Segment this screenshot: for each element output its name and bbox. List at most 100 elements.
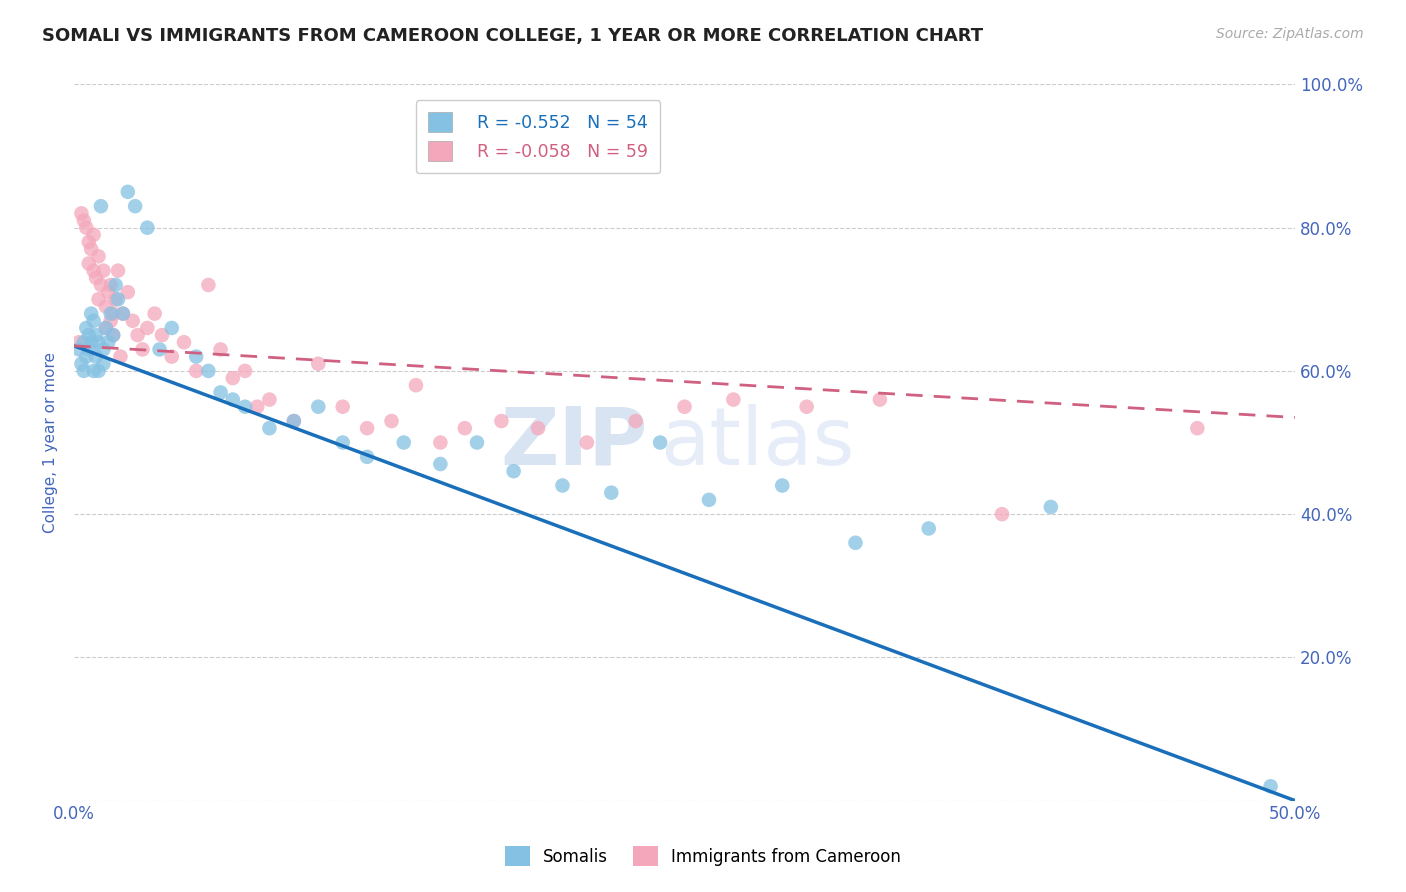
Point xyxy=(770,478,793,492)
Point xyxy=(83,314,105,328)
Point xyxy=(121,314,143,328)
Point xyxy=(80,335,103,350)
Point xyxy=(332,400,354,414)
Point xyxy=(209,343,232,357)
Point xyxy=(1039,500,1062,514)
Point xyxy=(136,321,159,335)
Point xyxy=(77,343,100,357)
Point xyxy=(104,277,127,292)
Point xyxy=(307,400,329,414)
Point xyxy=(465,435,488,450)
Point xyxy=(173,335,195,350)
Text: ZIP: ZIP xyxy=(501,403,648,482)
Point xyxy=(87,335,110,350)
Point xyxy=(75,350,97,364)
Point xyxy=(197,277,219,292)
Legend: Somalis, Immigrants from Cameroon: Somalis, Immigrants from Cameroon xyxy=(496,838,910,875)
Point xyxy=(111,307,134,321)
Point xyxy=(307,357,329,371)
Point xyxy=(454,421,477,435)
Point xyxy=(380,414,402,428)
Point xyxy=(502,464,524,478)
Point xyxy=(283,414,305,428)
Point xyxy=(73,335,96,350)
Point xyxy=(160,321,183,335)
Point xyxy=(90,277,112,292)
Point xyxy=(356,450,378,464)
Point xyxy=(429,435,451,450)
Point xyxy=(429,457,451,471)
Point xyxy=(110,350,132,364)
Point xyxy=(259,392,281,407)
Point xyxy=(650,435,672,450)
Point xyxy=(75,321,97,335)
Point xyxy=(246,400,269,414)
Point xyxy=(90,199,112,213)
Point xyxy=(80,242,103,256)
Point xyxy=(283,414,305,428)
Point xyxy=(723,392,745,407)
Point xyxy=(405,378,427,392)
Point xyxy=(1260,779,1282,793)
Point xyxy=(84,270,107,285)
Point xyxy=(77,235,100,249)
Point xyxy=(624,414,647,428)
Point xyxy=(107,263,129,277)
Point xyxy=(222,371,245,385)
Point xyxy=(107,293,129,307)
Point xyxy=(100,307,122,321)
Point xyxy=(101,307,124,321)
Point xyxy=(796,400,818,414)
Point xyxy=(551,478,574,492)
Point xyxy=(97,285,120,300)
Point xyxy=(97,335,120,350)
Point xyxy=(75,220,97,235)
Point xyxy=(233,364,256,378)
Point xyxy=(83,364,105,378)
Point xyxy=(673,400,696,414)
Point xyxy=(150,328,173,343)
Point xyxy=(491,414,513,428)
Point xyxy=(1187,421,1209,435)
Point xyxy=(84,350,107,364)
Point xyxy=(87,249,110,263)
Point xyxy=(527,421,550,435)
Point xyxy=(697,492,720,507)
Point xyxy=(67,335,90,350)
Point xyxy=(186,364,208,378)
Point xyxy=(844,536,866,550)
Point xyxy=(101,328,124,343)
Point xyxy=(83,227,105,242)
Point xyxy=(84,328,107,343)
Point xyxy=(117,285,139,300)
Point xyxy=(136,220,159,235)
Point xyxy=(93,343,115,357)
Point xyxy=(131,343,153,357)
Text: Source: ZipAtlas.com: Source: ZipAtlas.com xyxy=(1216,27,1364,41)
Point xyxy=(100,314,122,328)
Point xyxy=(117,185,139,199)
Text: SOMALI VS IMMIGRANTS FROM CAMEROON COLLEGE, 1 YEAR OR MORE CORRELATION CHART: SOMALI VS IMMIGRANTS FROM CAMEROON COLLE… xyxy=(42,27,983,45)
Point xyxy=(197,364,219,378)
Point xyxy=(83,263,105,277)
Point xyxy=(73,364,96,378)
Point xyxy=(100,277,122,292)
Point xyxy=(80,307,103,321)
Point xyxy=(127,328,149,343)
Point xyxy=(70,206,93,220)
Point xyxy=(77,328,100,343)
Point xyxy=(332,435,354,450)
Point xyxy=(233,400,256,414)
Point xyxy=(77,256,100,270)
Point xyxy=(259,421,281,435)
Point xyxy=(94,321,117,335)
Point xyxy=(160,350,183,364)
Point xyxy=(87,364,110,378)
Text: atlas: atlas xyxy=(661,403,855,482)
Point xyxy=(918,521,941,535)
Y-axis label: College, 1 year or more: College, 1 year or more xyxy=(44,352,58,533)
Point xyxy=(209,385,232,400)
Point xyxy=(869,392,891,407)
Point xyxy=(148,343,170,357)
Point xyxy=(94,321,117,335)
